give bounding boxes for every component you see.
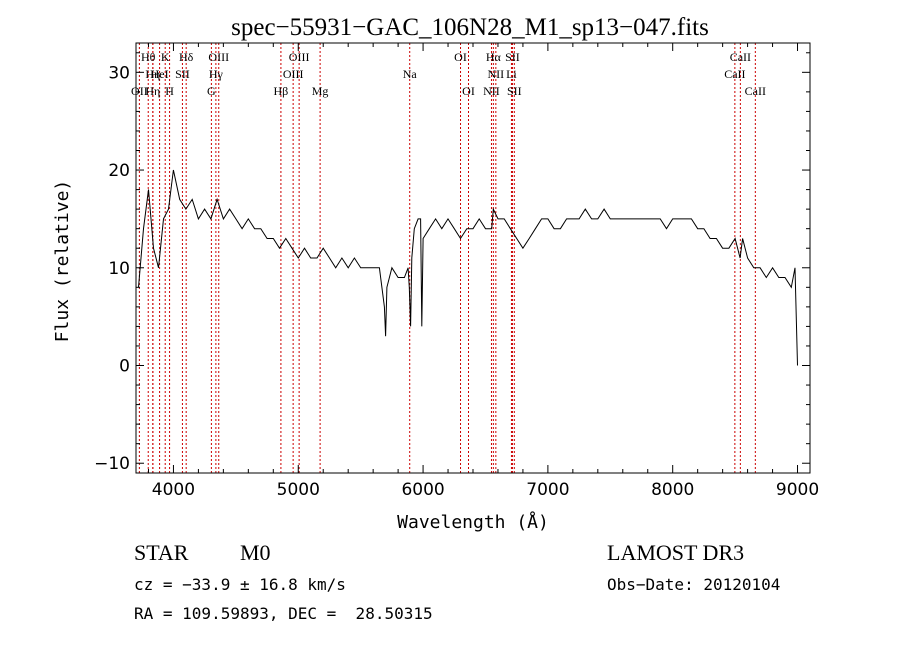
y-axis-ticks: −10 0 10 20 30 [94, 52, 810, 474]
y-tick-label: 0 [119, 357, 130, 377]
x-tick-label: 5000 [277, 480, 320, 500]
x-tick-label: 4000 [152, 480, 195, 500]
redshift-text: cz = −33.9 ± 16.8 km/s [134, 575, 346, 594]
marker-label: SII [505, 50, 520, 64]
marker-label: OII [131, 84, 148, 98]
marker-label: Hβ [274, 84, 289, 98]
marker-label: CaII [745, 84, 766, 98]
marker-label: CaII [724, 67, 745, 81]
flux-series-line [138, 169, 798, 366]
y-tick-label: 20 [108, 161, 130, 181]
x-tick-label: 7000 [526, 480, 569, 500]
marker-label: SII [507, 84, 522, 98]
survey-name: LAMOST DR3 [607, 540, 744, 565]
y-tick-label: −10 [94, 454, 130, 474]
marker-label: CaII [730, 50, 751, 64]
coordinates-text: RA = 109.59893, DEC = 28.50315 [134, 604, 433, 623]
marker-label: Hη [145, 67, 160, 81]
x-axis-label: Wavelength (Å) [397, 511, 549, 533]
x-tick-label: 9000 [776, 480, 819, 500]
marker-label: OIII [208, 50, 229, 64]
marker-label: H [165, 84, 174, 98]
spectral-line-markers [138, 43, 756, 473]
object-type: STAR [134, 540, 189, 565]
marker-label: NII [488, 67, 505, 81]
y-axis-label: Flux (relative) [52, 180, 73, 343]
marker-label: OI [462, 84, 475, 98]
marker-label: G [207, 84, 216, 98]
marker-label: OI [454, 50, 467, 64]
marker-label: K [161, 50, 170, 64]
x-tick-label: 8000 [651, 480, 694, 500]
plot-frame [135, 42, 811, 474]
marker-label: Na [403, 67, 418, 81]
x-tick-label: 6000 [401, 480, 444, 500]
marker-label: Hθ [141, 50, 156, 64]
marker-label: Li [506, 67, 517, 81]
obs-date-text: Obs−Date: 20120104 [607, 575, 780, 594]
marker-label: Hγ [209, 67, 224, 81]
chart-title: spec−55931−GAC_106N28_M1_sp13−047.fits [231, 14, 709, 41]
marker-label: OIII [283, 67, 304, 81]
marker-label: Hδ [179, 50, 194, 64]
x-axis-ticks: 4000 5000 6000 7000 8000 9000 [147, 43, 819, 500]
y-tick-label: 10 [108, 259, 130, 279]
marker-label: Hα [486, 50, 502, 64]
y-tick-label: 30 [108, 63, 130, 83]
marker-label: OIII [289, 50, 310, 64]
marker-label: Mg [312, 84, 329, 98]
marker-label: NII [483, 84, 500, 98]
marker-label: SII [175, 67, 190, 81]
marker-label: Hη [145, 84, 160, 98]
spectral-subclass: M0 [240, 540, 271, 565]
marker-label: HeI [151, 67, 169, 81]
